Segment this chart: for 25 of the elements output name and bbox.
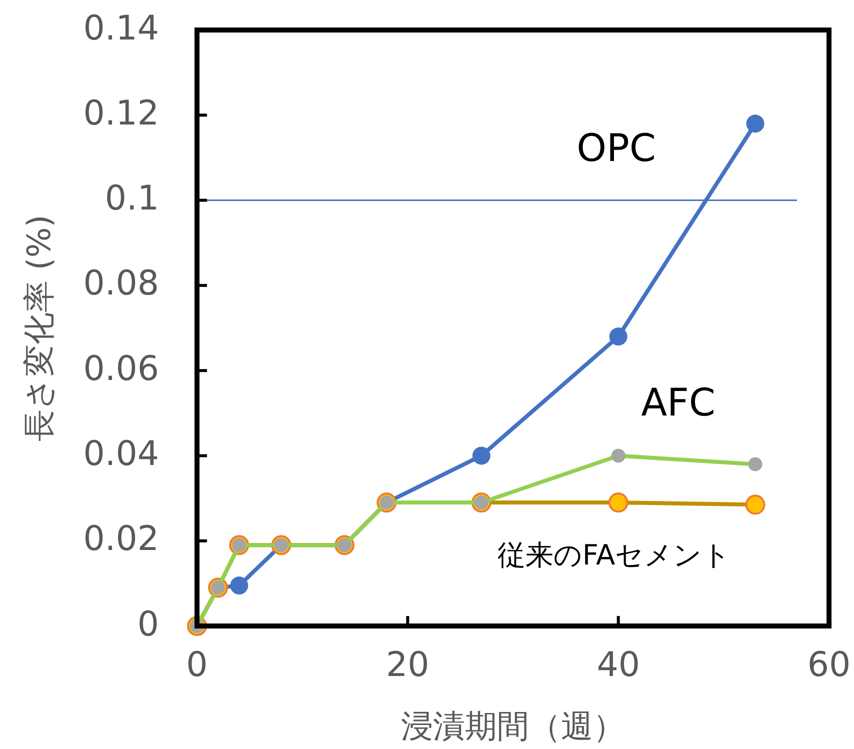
y-tick-label: 0.04 [83, 434, 159, 474]
y-tick-label: 0.1 [104, 178, 159, 219]
point [230, 576, 248, 595]
y-tick-label: 0.12 [83, 93, 159, 134]
y-tick-label: 0.14 [83, 8, 159, 48]
series-label: 従来のFAセメント [497, 538, 732, 572]
point [748, 457, 762, 472]
x-tick-label: 20 [386, 645, 430, 685]
point [745, 494, 766, 515]
point [472, 446, 490, 465]
x-tick-label: 40 [596, 645, 640, 685]
point [609, 328, 628, 346]
series-label: OPC [576, 126, 656, 170]
x-tick-label: 60 [807, 645, 851, 685]
y-axis-title: 長さ変化率 (%) [20, 214, 58, 442]
x-axis-title: 浸漬期間（週） [401, 707, 625, 745]
point [746, 114, 764, 133]
series-label: AFC [641, 380, 716, 424]
y-tick-label: 0.02 [83, 519, 159, 560]
point [611, 448, 626, 463]
y-tick-label: 0 [137, 604, 159, 644]
x-tick-label: 0 [186, 645, 208, 685]
y-tick-label: 0.08 [83, 264, 159, 304]
point [608, 492, 628, 513]
y-tick-label: 0.06 [83, 348, 159, 389]
